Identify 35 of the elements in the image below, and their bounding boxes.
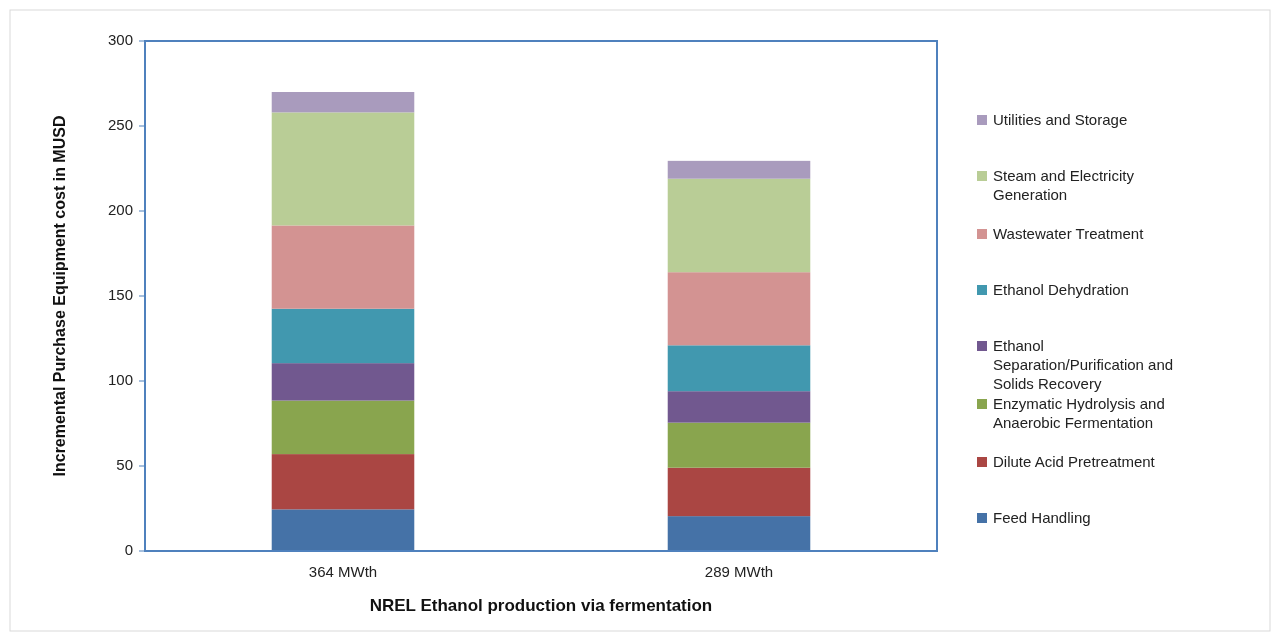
legend-label: Ethanol Dehydration [993,280,1129,298]
bar [271,225,415,309]
bar [667,345,811,392]
bar [667,422,811,468]
x-axis-title: NREL Ethanol production via fermentation [369,596,713,615]
legend-label: Utilities and Storage [993,110,1128,128]
y-tick-label: 50 [116,455,133,473]
legend-label: Dilute Acid Pretreatment [993,452,1156,470]
y-tick-label: 250 [107,115,133,133]
bar [667,467,811,517]
y-tick-label: 150 [107,285,133,303]
legend-label: Ethanol Separation/Purification and Solids Recovery [993,336,1174,392]
bar [667,272,811,346]
legend-label: Feed Handling [993,508,1091,526]
bar [667,391,811,423]
x-tick-label: 289 MWth [704,563,774,580]
y-axis-title: Incremental Purchase Equipment cost in MUSD [51,115,68,477]
y-tick-label: 100 [107,370,133,388]
x-tick-label: 364 MWth [308,563,378,580]
bar [667,178,811,273]
bar [271,92,415,113]
legend-label: Wastewater Treatment [993,224,1145,242]
bar [271,509,415,551]
bar [271,363,415,401]
bar [667,160,811,179]
bar [271,112,415,226]
bar [271,400,415,455]
y-tick-label: 300 [107,30,133,48]
y-tick-label: 200 [107,200,133,218]
legend-label: Steam and Electricity Generation [993,166,1135,203]
bar [667,516,811,551]
bar [271,308,415,364]
y-tick-label: 0 [124,540,133,558]
legend-label: Enzymatic Hydrolysis and Anaerobic Fermentation [993,394,1165,431]
bar [271,454,415,510]
